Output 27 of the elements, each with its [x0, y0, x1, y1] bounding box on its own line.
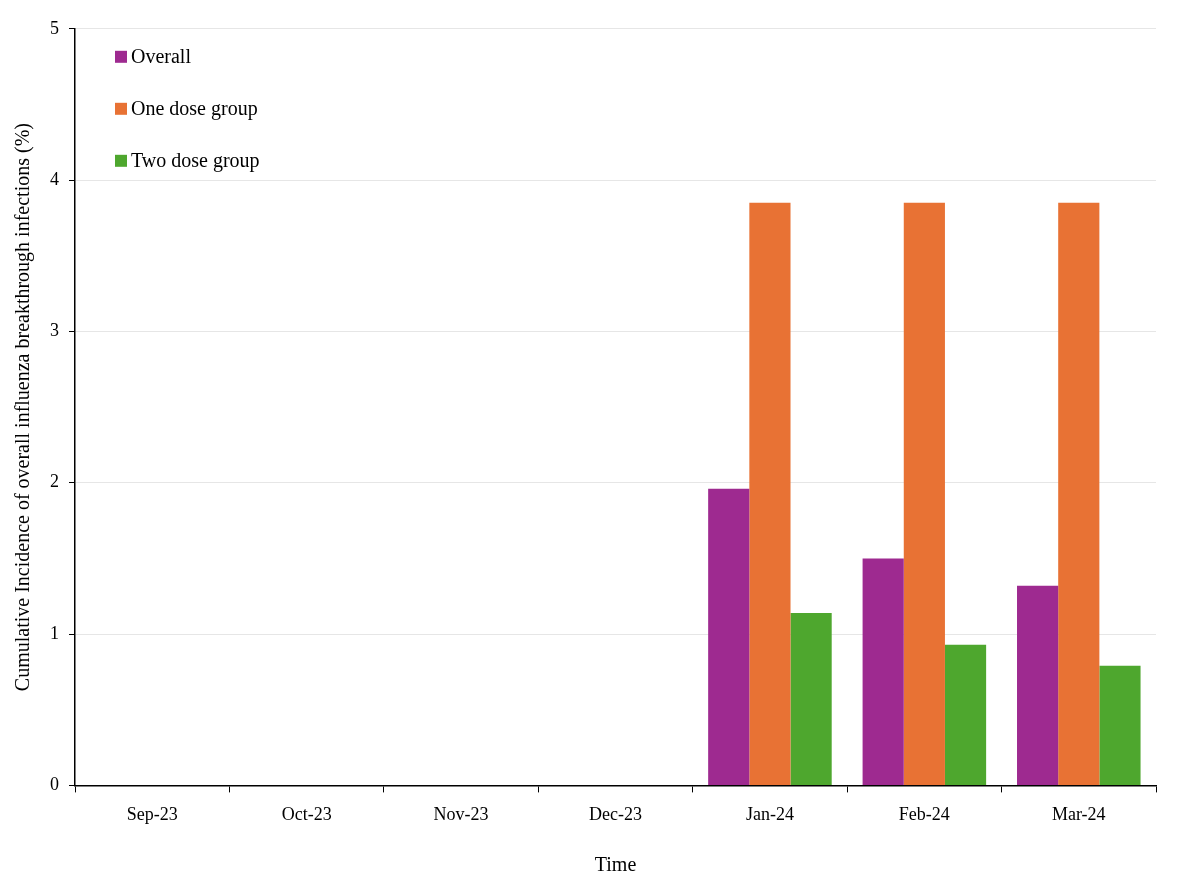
bar	[790, 612, 832, 785]
bar	[903, 202, 945, 785]
y-tick-label: 3	[50, 320, 59, 341]
x-tick-label: Sep-23	[126, 803, 178, 824]
bar	[708, 488, 750, 785]
y-tick-label: 0	[50, 774, 59, 795]
x-tick-label: Dec-23	[589, 803, 642, 824]
x-tick-label: Jan-24	[745, 803, 794, 824]
bar	[749, 202, 791, 785]
x-tick-label: Oct-23	[281, 803, 332, 824]
y-axis-title: Cumulative Incidence of overall influenza breakthrough infections (%)	[11, 123, 35, 692]
y-tick-label: 4	[50, 168, 59, 189]
x-tick-label: Mar-24	[1051, 803, 1106, 824]
x-tick-label: Feb-24	[898, 803, 950, 824]
x-axis-title: Time	[594, 853, 637, 876]
bar	[862, 558, 904, 785]
x-tick-label: Nov-23	[433, 803, 489, 824]
y-tick-label: 1	[50, 622, 59, 643]
bar	[1058, 202, 1100, 785]
legend-label: Two dose group	[131, 149, 260, 173]
y-tick-label: 5	[50, 17, 59, 38]
legend-label: One dose group	[131, 97, 258, 121]
bar	[1017, 585, 1059, 785]
y-tick-label: 2	[50, 471, 59, 492]
bar	[944, 644, 987, 785]
legend-label: Overall	[131, 45, 192, 68]
bar	[1099, 665, 1141, 785]
